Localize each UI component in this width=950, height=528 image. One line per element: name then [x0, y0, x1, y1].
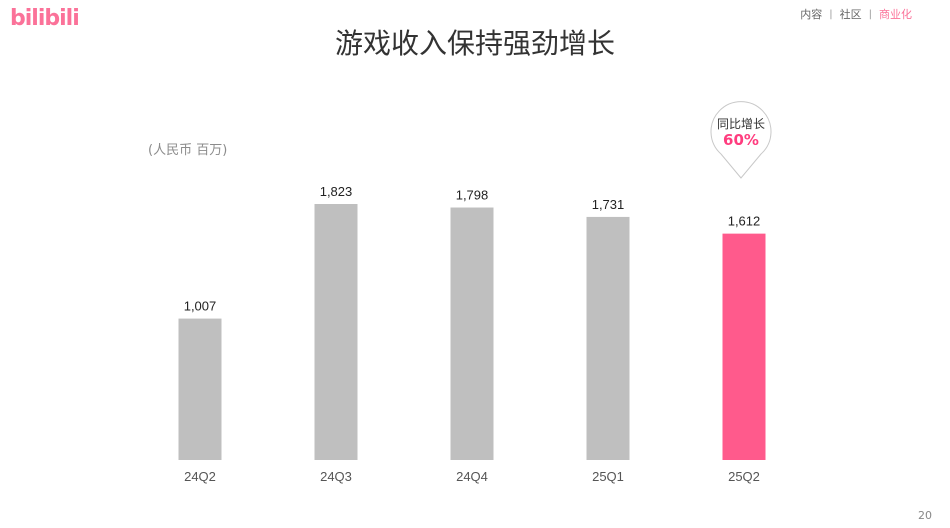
bar-24Q2 [178, 318, 222, 460]
x-tick-label: 25Q2 [728, 469, 760, 484]
page-title: 游戏收入保持强劲增长 [334, 27, 615, 60]
data-label: 1,823 [320, 184, 353, 199]
x-tick-label: 24Q2 [184, 469, 216, 484]
data-label: 1,798 [456, 188, 489, 203]
nav-item-content[interactable]: 内容 [800, 8, 823, 21]
nav-item-commercial[interactable]: 商业化 [879, 8, 912, 21]
bilibili-logo[interactable]: bilibili [10, 6, 80, 31]
nav-item-community[interactable]: 社区 [839, 8, 862, 21]
bar-24Q3 [314, 204, 358, 460]
x-tick-label: 25Q1 [592, 469, 624, 484]
nav-separator: | [868, 8, 872, 20]
x-tick-label: 24Q4 [456, 469, 488, 484]
callout-bubble [710, 101, 772, 179]
data-label: 1,612 [728, 214, 761, 229]
x-tick-label: 24Q3 [320, 469, 352, 484]
bar-25Q1 [586, 216, 630, 460]
growth-callout: 同比增长 60% [707, 96, 775, 180]
bar-24Q4 [450, 207, 494, 460]
bar-25Q2 [722, 233, 766, 460]
data-label: 1,007 [184, 299, 217, 314]
nav-separator: | [829, 8, 833, 20]
callout-value: 60% [723, 131, 759, 149]
data-label: 1,731 [592, 197, 625, 212]
page-number: 20 [918, 509, 932, 522]
top-nav: 内容 | 社区 | 商业化 [800, 6, 912, 22]
callout-label: 同比增长 [716, 117, 765, 131]
unit-label: (人民币 百万) [148, 143, 228, 158]
